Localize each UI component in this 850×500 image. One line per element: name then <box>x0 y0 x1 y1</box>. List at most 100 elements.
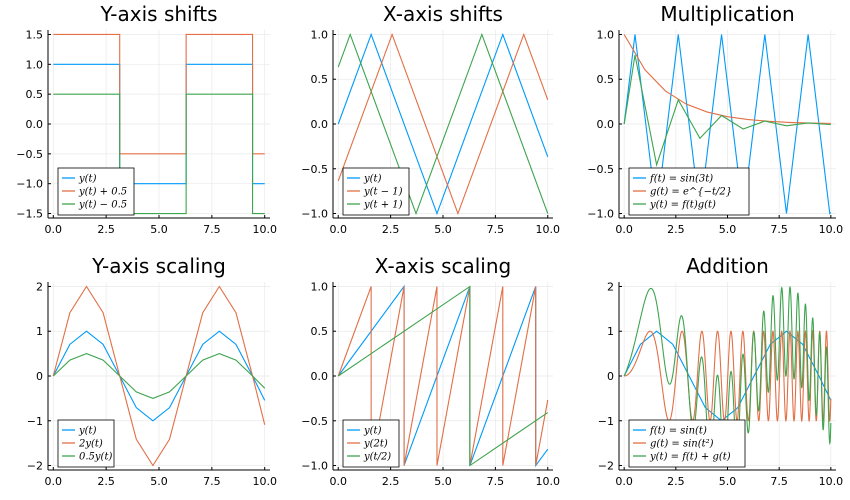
y-tick-label: −1.0 <box>587 208 614 221</box>
legend-label: y(2t) <box>363 439 388 450</box>
legend: f(t) = sin(t) g(t) = sin(t²) y(t) = f(t) +… <box>628 419 746 468</box>
y-tick-label: 1.0 <box>26 58 44 71</box>
y-tick-label: −1 <box>27 415 43 428</box>
legend-label: y(t) + 0.5 <box>78 187 127 198</box>
x-tick-label: 5.0 <box>150 475 168 488</box>
x-tick-label: 7.5 <box>487 223 505 236</box>
subplot-y-axis-shifts: 0.0 2.5 5.0 7.5 10.0 −1.5 −1.0 −0.5 0.0 0.5 1.0 1.5… <box>16 2 277 236</box>
x-tick-label: 2.5 <box>667 223 685 236</box>
subplot-title: X-axis shifts <box>383 2 503 26</box>
x-tick-label: 10.0 <box>536 475 561 488</box>
x-tick-label: 2.5 <box>97 475 115 488</box>
legend: y(t) y(t − 1) y(t + 1) <box>342 167 410 216</box>
legend-label: g(t) = e^{−t/2} <box>650 187 732 198</box>
legend: y(t) y(2t) y(t/2) <box>342 419 400 468</box>
x-tick-label: 5.0 <box>719 475 737 488</box>
subplot-title: Y-axis scaling <box>91 254 226 278</box>
y-tick-label: 0.5 <box>311 73 329 86</box>
series-line-g-t-sin-t <box>624 329 832 423</box>
x-tick-label: 7.5 <box>770 223 788 236</box>
legend-label: y(t + 1) <box>363 200 403 211</box>
x-tick-label: 10.0 <box>252 475 277 488</box>
series-line-y-t <box>52 330 266 422</box>
legend-label: y(t) <box>363 426 382 437</box>
y-tick-label: −1.0 <box>301 208 328 221</box>
subplot-y-axis-scaling: 0.0 2.5 5.0 7.5 10.0 −2 −1 0 1 2 Y-axis scaling y(t… <box>27 254 277 488</box>
subplot-title: X-axis scaling <box>375 254 512 278</box>
y-tick-label: 0 <box>36 370 43 383</box>
y-tick-label: −0.5 <box>587 163 614 176</box>
x-tick-label: 10.0 <box>252 223 277 236</box>
legend-label: y(t/2) <box>363 452 391 463</box>
x-tick-label: 2.5 <box>382 475 400 488</box>
legend-label: 0.5y(t) <box>79 452 112 463</box>
legend-label: y(t) − 0.5 <box>78 200 127 211</box>
x-tick-label: 7.5 <box>203 223 221 236</box>
legend-label: y(t) <box>363 174 382 185</box>
legend-label: f(t) = sin(t) <box>649 426 707 437</box>
subplot-addition: 0.0 2.5 5.0 7.5 10.0 −2 −1 0 1 2 Addition f(t) = si… <box>598 254 843 488</box>
series-line-y-t <box>337 32 549 216</box>
subplot-title: Addition <box>686 254 769 278</box>
subplot-multiplication: 0.0 2.5 5.0 7.5 10.0 −1.0 −0.5 0.0 0.5 1.0 Multipl… <box>587 2 843 236</box>
subplot-title: Multiplication <box>660 2 794 26</box>
series-line-y-t-1 <box>337 32 549 216</box>
y-tick-label: −2 <box>598 460 614 473</box>
x-tick-label: 7.5 <box>770 475 788 488</box>
legend-box <box>628 167 750 216</box>
y-tick-label: 1.5 <box>26 28 44 41</box>
x-tick-label: 10.0 <box>536 223 561 236</box>
y-tick-label: 2 <box>607 280 614 293</box>
x-tick-label: 10.0 <box>819 223 844 236</box>
x-tick-label: 0.0 <box>329 223 347 236</box>
x-tick-label: 0.0 <box>615 223 633 236</box>
y-tick-label: 0.0 <box>311 370 329 383</box>
legend-box <box>628 419 746 468</box>
legend-label: y(t − 1) <box>363 187 403 198</box>
y-tick-label: 1 <box>607 325 614 338</box>
y-tick-label: 1 <box>36 325 43 338</box>
y-tick-label: −0.5 <box>301 415 328 428</box>
series-line-y-t-0-5 <box>53 93 265 215</box>
legend: y(t) y(t) + 0.5 y(t) − 0.5 <box>57 167 135 216</box>
x-tick-label: 2.5 <box>97 223 115 236</box>
y-tick-label: 1.0 <box>311 28 329 41</box>
y-tick-label: 0.0 <box>597 118 615 131</box>
subplot-title: Y-axis shifts <box>99 2 217 26</box>
x-tick-label: 0.0 <box>329 475 347 488</box>
legend-label: y(t) = f(t) + g(t) <box>649 452 731 463</box>
y-tick-label: −1.0 <box>301 460 328 473</box>
x-tick-label: 5.0 <box>719 223 737 236</box>
y-tick-label: 0.5 <box>311 325 329 338</box>
x-tick-label: 7.5 <box>203 475 221 488</box>
y-tick-label: 2 <box>36 280 43 293</box>
x-tick-label: 0.0 <box>615 475 633 488</box>
legend-label: 2y(t) <box>78 439 103 450</box>
x-tick-label: 0.0 <box>45 223 63 236</box>
y-tick-label: −2 <box>27 460 43 473</box>
legend-label: y(t) <box>78 426 97 437</box>
y-tick-label: −0.5 <box>16 148 43 161</box>
legend-label: f(t) = sin(3t) <box>649 174 713 185</box>
y-tick-label: 0.5 <box>597 73 615 86</box>
legend-label: y(t) <box>78 174 97 185</box>
x-tick-label: 0.0 <box>45 475 63 488</box>
y-tick-label: 1.0 <box>311 280 329 293</box>
series-line-2y-t <box>52 285 266 467</box>
x-tick-label: 10.0 <box>819 475 844 488</box>
y-tick-label: 0.5 <box>26 88 44 101</box>
x-tick-label: 5.0 <box>150 223 168 236</box>
y-tick-label: −1.5 <box>16 208 43 221</box>
y-tick-label: 0.0 <box>311 118 329 131</box>
y-tick-label: −1 <box>598 415 614 428</box>
y-tick-label: 1.0 <box>597 28 615 41</box>
series-line-0-5y-t <box>52 353 266 399</box>
y-tick-label: 0 <box>607 370 614 383</box>
y-tick-label: 0.0 <box>26 118 44 131</box>
legend: f(t) = sin(3t) g(t) = e^{−t/2} y(t) = f(t)… <box>628 167 750 216</box>
x-tick-label: 2.5 <box>382 223 400 236</box>
y-tick-label: −0.5 <box>301 163 328 176</box>
series-line-y-t-2 <box>337 285 549 467</box>
legend-label: y(t) = f(t)g(t) <box>649 200 716 211</box>
